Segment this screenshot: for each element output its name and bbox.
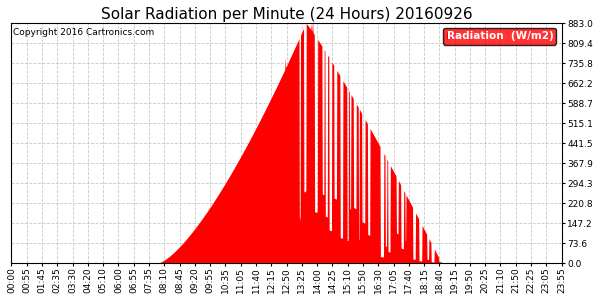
Title: Solar Radiation per Minute (24 Hours) 20160926: Solar Radiation per Minute (24 Hours) 20… — [101, 7, 472, 22]
Legend: Radiation  (W/m2): Radiation (W/m2) — [443, 28, 556, 45]
Text: Copyright 2016 Cartronics.com: Copyright 2016 Cartronics.com — [13, 28, 154, 37]
